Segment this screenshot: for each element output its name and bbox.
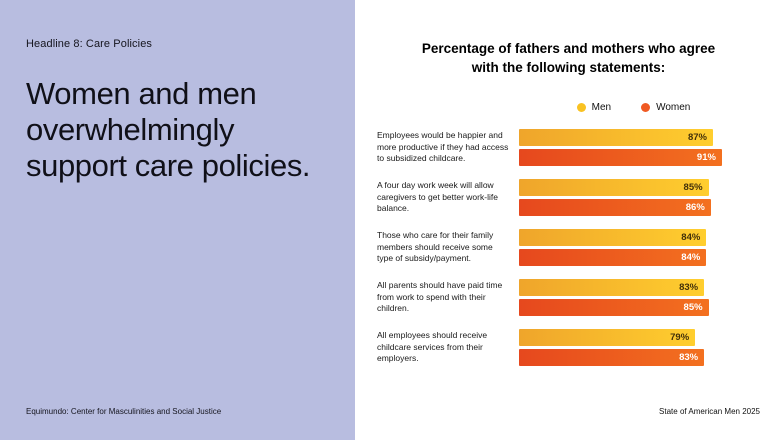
bar-men: 83% bbox=[519, 278, 705, 296]
report-title: State of American Men 2025 bbox=[659, 407, 760, 416]
bar-value-men: 85% bbox=[683, 181, 703, 193]
bar-track: 85% bbox=[519, 298, 742, 316]
men-legend-dot-icon bbox=[576, 102, 586, 112]
bar-value-women: 84% bbox=[681, 251, 701, 263]
statement-label: All parents should have paid time from w… bbox=[377, 280, 503, 313]
chart-row: All employees should receive childcare s… bbox=[377, 328, 742, 366]
bar-track: 83% bbox=[519, 278, 742, 296]
bar-men: 79% bbox=[519, 328, 696, 346]
legend-item-men: Men bbox=[576, 101, 612, 113]
bar-value-women: 85% bbox=[683, 301, 703, 313]
bar-value-men: 79% bbox=[670, 331, 690, 343]
bar-value-women: 83% bbox=[679, 351, 699, 363]
bar-track: 91% bbox=[519, 148, 742, 166]
source-attribution: Equimundo: Center for Masculinities and … bbox=[26, 407, 222, 416]
chart-panel: Percentage of fathers and mothers who ag… bbox=[355, 0, 782, 440]
bar-group: 85% 86% bbox=[519, 178, 742, 216]
bar-track: 87% bbox=[519, 128, 742, 146]
statement-label: A four day work week will allow caregive… bbox=[377, 180, 498, 213]
bar-value-men: 83% bbox=[679, 281, 699, 293]
bar-women: 84% bbox=[519, 248, 707, 266]
chart-row: A four day work week will allow caregive… bbox=[377, 178, 742, 216]
bar-chart: Employees would be happier and more prod… bbox=[355, 128, 782, 366]
headline: Women and men overwhelmingly support car… bbox=[26, 76, 311, 183]
bar-women: 91% bbox=[519, 148, 722, 166]
legend-label-women: Women bbox=[656, 101, 691, 113]
chart-row: All parents should have paid time from w… bbox=[377, 278, 742, 316]
women-legend-dot-icon bbox=[641, 102, 651, 112]
bar-value-men: 84% bbox=[681, 231, 701, 243]
bar-men: 85% bbox=[519, 178, 709, 196]
bar-track: 86% bbox=[519, 198, 742, 216]
bar-track: 83% bbox=[519, 348, 742, 366]
bar-group: 87% 91% bbox=[519, 128, 742, 166]
bar-track: 84% bbox=[519, 248, 742, 266]
bar-group: 83% 85% bbox=[519, 278, 742, 316]
bar-value-women: 86% bbox=[685, 201, 705, 213]
left-panel: Headline 8: Care Policies Women and men … bbox=[0, 0, 355, 440]
chart-title: Percentage of fathers and mothers who ag… bbox=[421, 41, 716, 75]
bar-track: 85% bbox=[519, 178, 742, 196]
bar-women: 83% bbox=[519, 348, 705, 366]
chart-legend: Men Women bbox=[355, 102, 782, 113]
legend-label-men: Men bbox=[591, 101, 612, 113]
bar-men: 87% bbox=[519, 128, 713, 146]
statement-label: All employees should receive childcare s… bbox=[377, 330, 488, 363]
bar-men: 84% bbox=[519, 228, 707, 246]
bar-group: 84% 84% bbox=[519, 228, 742, 266]
bar-women: 85% bbox=[519, 298, 709, 316]
bar-women: 86% bbox=[519, 198, 711, 216]
eyebrow-label: Headline 8: Care Policies bbox=[26, 38, 153, 50]
bar-track: 79% bbox=[519, 328, 742, 346]
bar-value-women: 91% bbox=[696, 151, 716, 163]
chart-row: Employees would be happier and more prod… bbox=[377, 128, 742, 166]
statement-label: Those who care for their family members … bbox=[377, 230, 494, 263]
bar-track: 84% bbox=[519, 228, 742, 246]
legend-item-women: Women bbox=[641, 102, 690, 113]
statement-label: Employees would be happier and more prod… bbox=[377, 130, 509, 163]
bar-group: 79% 83% bbox=[519, 328, 742, 366]
chart-row: Those who care for their family members … bbox=[377, 228, 742, 266]
bar-value-men: 87% bbox=[687, 131, 707, 143]
